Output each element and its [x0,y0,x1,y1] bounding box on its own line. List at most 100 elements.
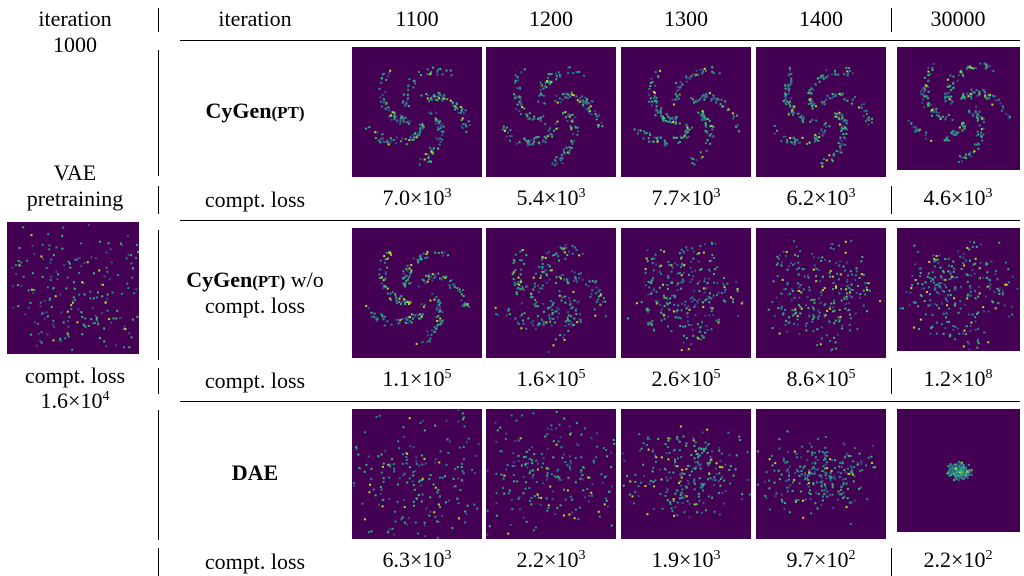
loss-value: 2.6×105 [652,367,721,391]
mantissa: 7.7×10 [651,185,714,210]
mantissa: 1.2×10 [923,366,986,391]
method-name-suffix: (PT) [271,103,305,122]
rule [180,220,1020,221]
mantissa: 5.4×10 [516,185,579,210]
exponent: 3 [578,548,586,563]
loss-label: compt. loss [204,368,306,393]
column-label: 1400 [799,6,843,31]
exponent: 5 [444,367,452,382]
method-variant: w/o compt. loss [204,267,324,318]
loss-value: 5.4×103 [517,186,586,210]
method-name: CyGen(PT) [186,267,285,292]
left-iteration-label: iteration [38,6,112,31]
sample-heatmap [352,47,482,177]
method-name-suffix: (PT) [252,272,286,291]
loss-value: 1.1×105 [383,367,452,391]
sample-heatmap [621,47,751,177]
loss-value: 8.6×105 [787,367,856,391]
exponent: 3 [444,186,452,201]
mantissa: 2.2×10 [516,547,579,572]
mantissa: 1.1×10 [382,366,445,391]
divider [158,368,159,394]
divider [891,186,892,214]
sample-heatmap [897,409,1020,532]
loss-value: 1.2×108 [924,367,993,391]
sample-heatmap [486,228,616,358]
exponent: 3 [713,186,721,201]
method-name: CyGen(PT) [205,98,304,123]
divider [158,410,159,540]
exponent: 3 [578,186,586,201]
mantissa: 6.3×10 [382,547,445,572]
divider [158,50,159,176]
rule [180,401,1020,402]
exponent: 2 [848,548,856,563]
mantissa: 4.6×10 [923,185,986,210]
loss-label: compt. loss [204,549,306,574]
mantissa: 9.7×10 [786,547,849,572]
exponent: 5 [578,367,586,382]
rule [180,40,1020,41]
mantissa: 1.9×10 [651,547,714,572]
mantissa: 1.6×10 [40,388,103,413]
exponent: 4 [102,389,110,404]
method-name: DAE [232,460,278,485]
loss-value: 4.6×103 [924,186,993,210]
loss-value: 2.2×103 [517,548,586,572]
sample-heatmap [756,47,886,177]
loss-value: 6.3×103 [383,548,452,572]
column-label: 30000 [930,6,986,31]
divider [158,8,159,32]
exponent: 3 [444,548,452,563]
loss-value: 1.9×103 [652,548,721,572]
sample-heatmap [621,409,751,539]
loss-value: 7.7×103 [652,186,721,210]
left-loss-label: compt. loss [24,363,126,388]
mantissa: 6.2×10 [786,185,849,210]
exponent: 5 [713,367,721,382]
row-label: CyGen(PT) [205,99,304,125]
exponent: 2 [985,548,993,563]
loss-value: 9.7×102 [787,548,856,572]
column-label: 1300 [664,6,708,31]
divider [891,548,892,576]
column-label: 1200 [529,6,573,31]
mantissa: 2.2×10 [923,547,986,572]
mantissa: 2.6×10 [651,366,714,391]
mantissa: 7.0×10 [382,185,445,210]
method-name-main: CyGen [205,98,272,123]
row-label: CyGen(PT) w/o compt. loss [165,268,345,318]
sample-heatmap [486,47,616,177]
column-label: 1100 [395,6,439,31]
exponent: 3 [848,186,856,201]
loss-value: 1.6×104 [41,389,110,413]
sample-heatmap [7,222,139,354]
mantissa: 8.6×10 [786,366,849,391]
row-label: DAE [232,461,278,485]
loss-value: 6.2×103 [787,186,856,210]
divider [158,186,159,214]
loss-label: compt. loss [204,187,306,212]
sample-heatmap [486,409,616,539]
method-name-main: CyGen [186,267,253,292]
sample-heatmap [897,228,1020,351]
exponent: 3 [985,186,993,201]
method-name-main: DAE [231,460,279,485]
sample-heatmap [352,409,482,539]
loss-value: 2.2×102 [924,548,993,572]
sample-heatmap [756,409,886,539]
exponent: 3 [713,548,721,563]
loss-value: 7.0×103 [383,186,452,210]
left-title: pretraining [26,186,124,211]
sample-heatmap [756,228,886,358]
header-label: iteration [218,6,292,31]
mantissa: 1.6×10 [516,366,579,391]
sample-heatmap [352,228,482,358]
divider [891,8,892,32]
divider [158,230,159,360]
left-title: VAE [53,160,97,185]
divider [891,368,892,394]
exponent: 5 [848,367,856,382]
sample-heatmap [897,47,1020,170]
